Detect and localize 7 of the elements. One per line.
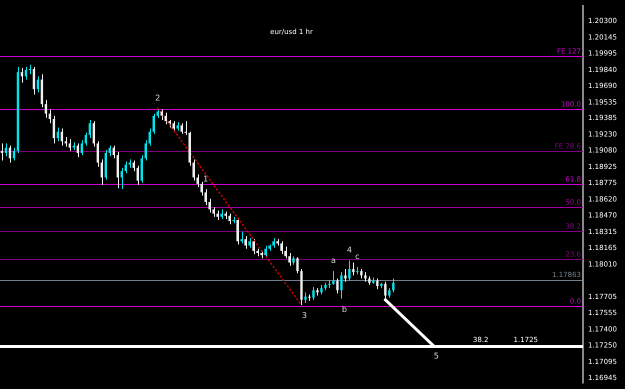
annotation: 3: [302, 311, 308, 320]
annotation: b: [342, 304, 347, 314]
annotation: 5: [434, 352, 439, 361]
annotation: c: [355, 252, 360, 261]
annotation: 1: [203, 174, 208, 184]
annotation: 2: [155, 93, 160, 102]
annotation: 4: [346, 246, 352, 255]
